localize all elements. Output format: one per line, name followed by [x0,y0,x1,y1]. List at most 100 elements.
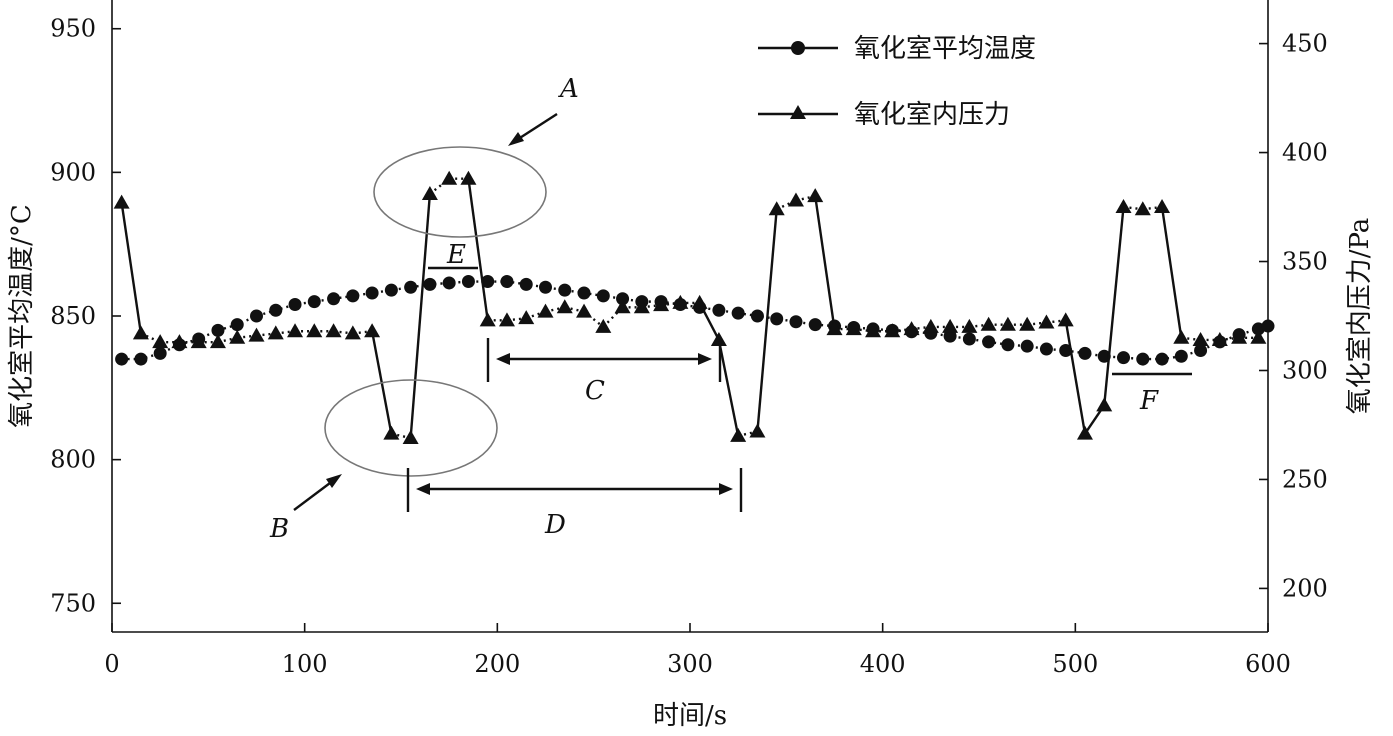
temperature-point [1136,352,1150,366]
temperature-point [442,276,456,290]
temperature-point [307,295,321,309]
pressure-point [113,194,130,209]
x-tick-label: 500 [1052,650,1098,678]
pressure-segment [120,202,143,334]
pressure-point [1115,199,1132,214]
x-tick-label: 0 [104,650,119,678]
temperature-point [1097,349,1111,363]
temperature-point [558,283,572,297]
pressure-point [1250,329,1267,344]
pressure-point [845,321,862,336]
temperature-point [288,298,302,312]
x-tick-label: 100 [282,650,328,678]
temperature-point [1020,339,1034,353]
left-y-tick-label: 950 [50,15,96,43]
temperature-point [346,289,360,303]
temperature-point [1117,351,1130,365]
x-axis-ticks: 0 100 200 300 400 500 600 [104,623,1291,678]
pressure-point [498,312,515,327]
right-y-tick-label: 400 [1282,139,1328,167]
temperature-line [121,280,1269,361]
right-y-axis-title: 氧化室内压力/Pa [1345,218,1375,415]
left-y-axis-ticks: 750 800 850 900 950 [50,15,121,617]
x-axis-title: 时间/s [653,701,727,731]
temperature-point [250,309,263,323]
pressure-segment [429,177,450,195]
left-y-tick-label: 850 [50,302,96,330]
right-y-tick-label: 350 [1282,248,1328,276]
bracket-c-left-head [496,353,510,365]
pressure-point [1173,329,1190,344]
temperature-point [134,352,148,366]
x-tick-label: 600 [1245,650,1291,678]
legend-pressure-label: 氧化室内压力 [854,100,1010,130]
temperature-point [1261,319,1275,333]
pressure-point [768,201,785,216]
temperature-point [1155,352,1169,366]
bracket-c-right-head [698,353,712,365]
temperature-point [982,335,996,349]
pressure-segment [409,193,432,439]
pressure-point [1192,331,1209,346]
pressure-point [1096,397,1113,412]
pressure-point [364,323,381,338]
pressure-segment [1160,206,1183,338]
left-y-tick-label: 800 [50,446,96,474]
temperature-point [1001,338,1015,352]
x-tick-label: 200 [474,650,520,678]
pressure-point [672,294,689,309]
pressure-point [248,327,265,342]
temperature-point [153,346,167,360]
temperature-point [770,312,784,326]
pressure-point [730,427,747,442]
temperature-point [519,277,533,291]
temperature-point [327,292,341,306]
pressure-point [1038,314,1055,329]
temperature-point [1194,343,1208,357]
pressure-point [325,323,342,338]
pressure-point [402,430,419,445]
pressure-point [479,312,496,327]
pressure-series [113,170,1267,445]
right-y-tick-label: 200 [1282,574,1328,602]
annotation-ellipse-b [324,379,498,477]
temperature-point [500,275,514,289]
temperature-point [596,289,610,303]
annotation-letter-b: B [269,514,289,544]
pressure-point [537,303,554,318]
pressure-segment [467,178,489,321]
pressure-point [518,310,535,325]
right-y-tick-label: 450 [1282,30,1328,58]
temperature-point [115,352,129,366]
pressure-segment [717,339,740,437]
left-y-tick-label: 750 [50,589,96,617]
pressure-point [1076,425,1093,440]
bracket-d-left-head [416,483,430,495]
pressure-point [653,297,670,312]
annotation-letter-c: C [585,376,605,406]
right-y-axis-ticks: 200 250 300 350 400 450 [1259,30,1328,602]
temperature-point [577,286,591,300]
temperature-point [269,303,283,317]
pressure-point [1057,312,1074,327]
right-y-tick-label: 250 [1282,465,1328,493]
legend-temperature-marker [791,41,805,55]
temperature-point [1174,349,1188,363]
temperature-point [808,318,822,332]
pressure-point [903,321,920,336]
pressure-point [826,321,843,336]
pressure-segment [756,209,778,432]
temperature-point [789,315,803,329]
pressure-point [749,423,766,438]
pressure-segment [1064,320,1087,434]
temperature-point [1059,343,1073,357]
pressure-point [865,323,882,338]
pressure-point [209,334,226,349]
temperature-point [461,275,475,289]
annotation-letter-f: F [1139,386,1159,416]
annotation-letter-e: E [446,240,466,270]
pressure-point [961,318,978,333]
temperature-point [616,292,630,306]
arrow-b-head [326,474,342,488]
pressure-point [884,323,901,338]
